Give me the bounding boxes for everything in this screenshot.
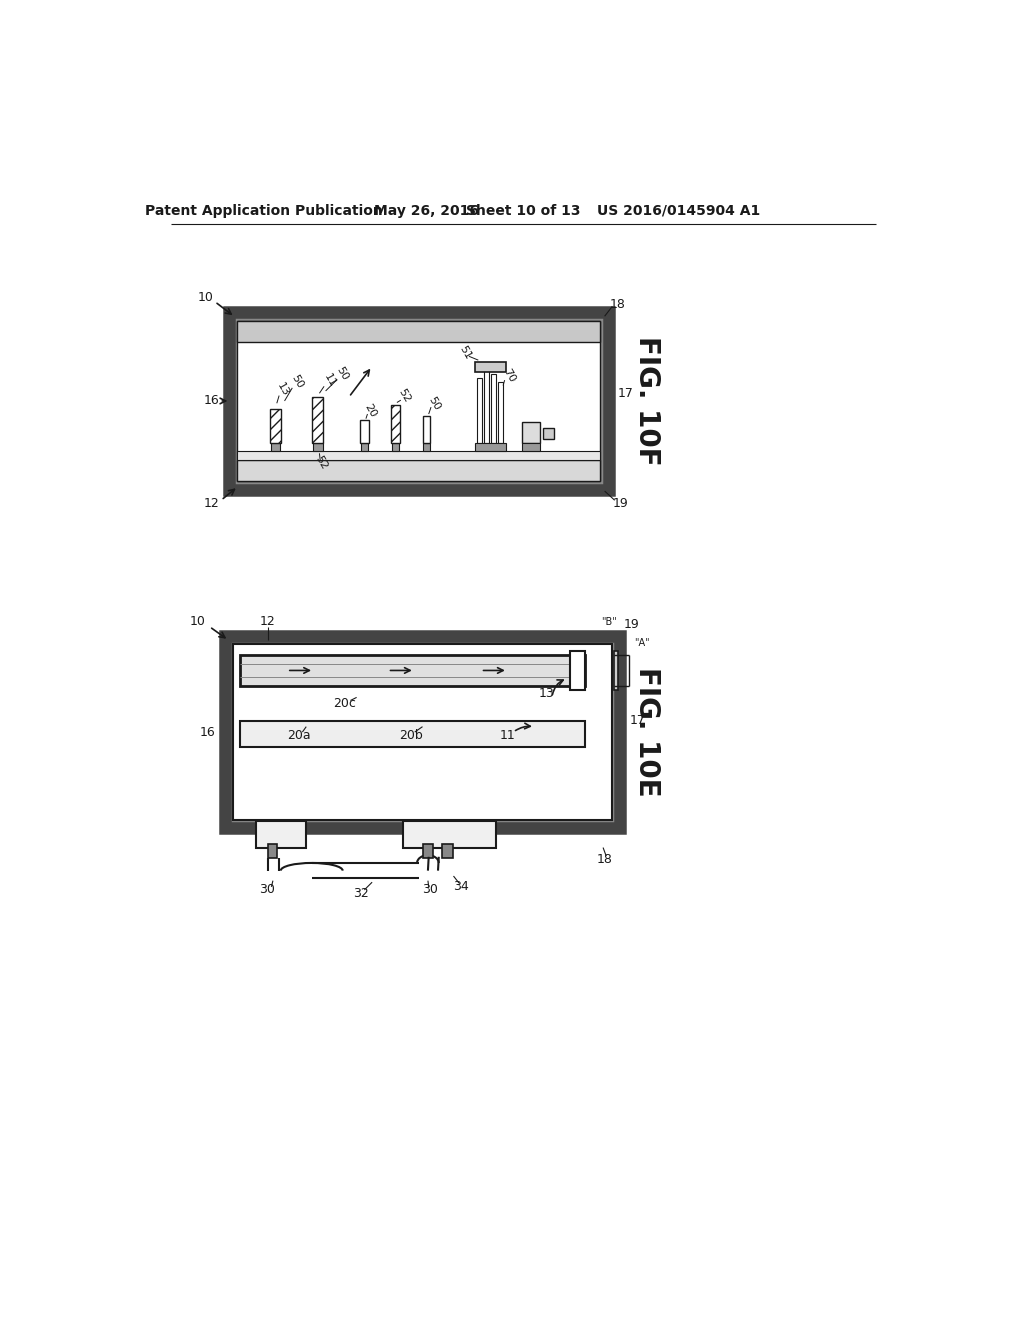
Text: 12: 12 xyxy=(204,496,219,510)
Text: 52: 52 xyxy=(397,387,413,404)
Bar xyxy=(475,363,506,372)
Text: 70: 70 xyxy=(502,367,517,384)
Bar xyxy=(391,444,399,451)
Text: 19: 19 xyxy=(624,618,640,631)
Bar xyxy=(267,843,276,858)
Bar xyxy=(225,636,621,829)
Text: 11: 11 xyxy=(322,372,337,388)
Bar xyxy=(359,420,369,444)
Bar xyxy=(614,651,617,689)
Text: FIG. 10F: FIG. 10F xyxy=(633,337,662,466)
Bar xyxy=(228,313,608,490)
Text: FIG. 10E: FIG. 10E xyxy=(633,667,662,797)
Text: 50: 50 xyxy=(289,374,305,391)
Bar xyxy=(490,374,496,444)
Text: 30: 30 xyxy=(422,883,438,896)
Text: 16: 16 xyxy=(200,726,216,739)
Text: 34: 34 xyxy=(454,879,469,892)
Text: 10: 10 xyxy=(189,615,206,628)
Bar xyxy=(238,321,600,342)
Bar xyxy=(360,444,369,451)
Text: 50: 50 xyxy=(426,395,442,412)
Bar xyxy=(241,721,586,747)
Text: 11: 11 xyxy=(500,730,516,742)
Bar xyxy=(270,409,281,444)
Bar xyxy=(442,843,453,858)
Bar xyxy=(423,444,430,451)
Bar xyxy=(238,321,600,480)
Bar xyxy=(423,416,430,444)
Text: 12: 12 xyxy=(260,615,275,628)
Text: 20b: 20b xyxy=(399,730,423,742)
Bar xyxy=(256,821,306,847)
Bar xyxy=(475,444,506,451)
Text: 19: 19 xyxy=(612,496,628,510)
Text: 18: 18 xyxy=(597,853,612,866)
Bar xyxy=(521,444,541,451)
Bar xyxy=(270,444,280,451)
Text: Patent Application Publication: Patent Application Publication xyxy=(144,203,383,218)
Text: 13: 13 xyxy=(275,381,291,397)
Bar xyxy=(483,367,489,444)
Bar xyxy=(423,843,433,858)
Text: 20c: 20c xyxy=(334,697,356,710)
Text: 51: 51 xyxy=(458,345,473,360)
Bar xyxy=(569,651,586,689)
Bar xyxy=(543,428,554,440)
Text: 30: 30 xyxy=(259,883,275,896)
Text: 10: 10 xyxy=(198,290,213,304)
Text: 18: 18 xyxy=(610,298,626,312)
Text: 52: 52 xyxy=(314,454,330,471)
Bar xyxy=(238,461,600,480)
Bar xyxy=(403,821,496,847)
Text: 17: 17 xyxy=(629,714,645,727)
Text: 17: 17 xyxy=(617,387,634,400)
Text: 16: 16 xyxy=(204,395,219,408)
Bar xyxy=(391,405,400,444)
Text: 20: 20 xyxy=(362,403,379,420)
Text: US 2016/0145904 A1: US 2016/0145904 A1 xyxy=(597,203,760,218)
Text: 50: 50 xyxy=(335,366,350,383)
Text: "B": "B" xyxy=(601,616,616,627)
Text: "A": "A" xyxy=(634,639,649,648)
Bar xyxy=(498,381,503,444)
Text: May 26, 2016: May 26, 2016 xyxy=(374,203,479,218)
Text: 13: 13 xyxy=(539,686,554,700)
Text: Sheet 10 of 13: Sheet 10 of 13 xyxy=(466,203,581,218)
Bar xyxy=(477,378,482,444)
Bar xyxy=(521,422,541,444)
Bar xyxy=(233,644,611,820)
Bar xyxy=(313,444,323,451)
Bar xyxy=(241,655,586,686)
Text: 20a: 20a xyxy=(287,730,310,742)
Bar xyxy=(312,397,324,444)
Text: 32: 32 xyxy=(352,887,369,900)
Bar xyxy=(238,451,600,461)
